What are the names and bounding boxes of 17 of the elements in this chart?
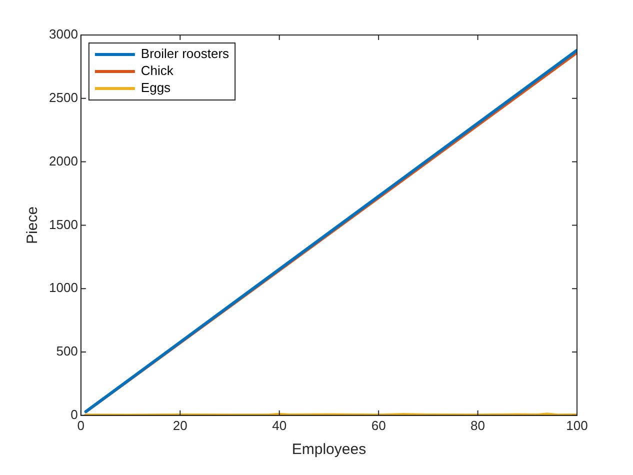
- y-tick-label: 1000: [49, 280, 78, 296]
- x-tick-label: 80: [470, 418, 486, 433]
- legend-label: Chick: [140, 63, 174, 78]
- x-axis-title: Employees: [292, 441, 366, 458]
- y-axis-title: Piece: [24, 206, 42, 244]
- x-tick-label: 60: [371, 418, 386, 433]
- legend-label: Eggs: [140, 80, 172, 96]
- x-tick-label: 20: [172, 418, 188, 433]
- x-tick-label: 40: [272, 418, 287, 433]
- y-tick-label: 0: [70, 406, 78, 422]
- y-tick-label: 2500: [49, 90, 78, 105]
- legend-label: Broiler roosters: [140, 46, 230, 62]
- y-tick-label: 500: [56, 344, 78, 359]
- y-tick-label: 3000: [49, 26, 78, 42]
- x-tick-label: 100: [566, 418, 588, 433]
- y-tick-label: 2000: [49, 153, 78, 168]
- y-tick-label: 1500: [49, 216, 78, 232]
